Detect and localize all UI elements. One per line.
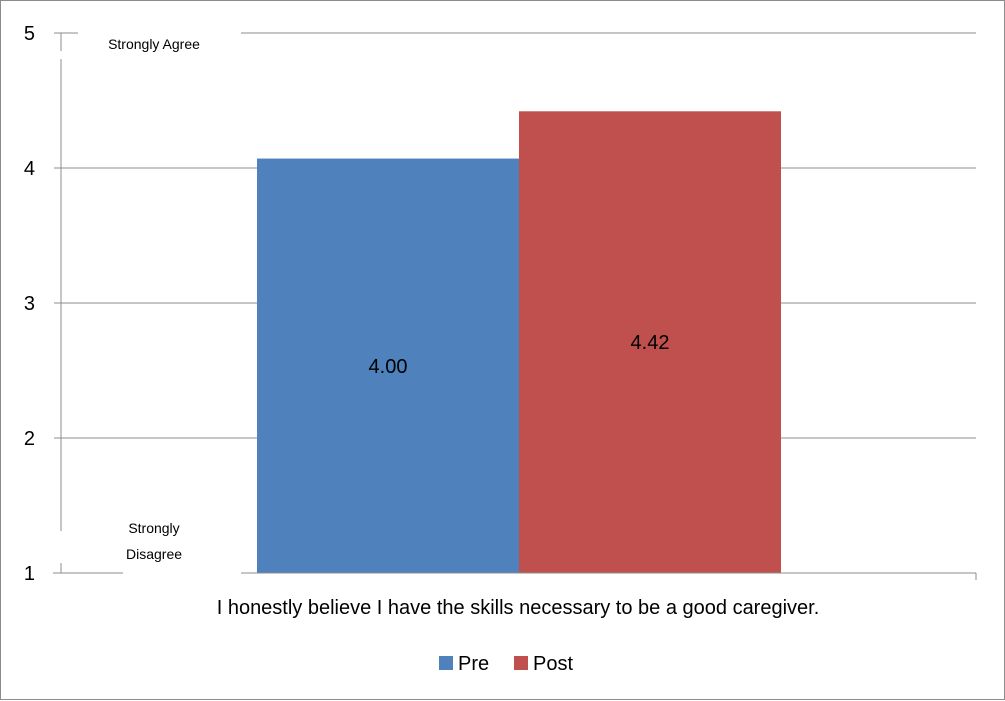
bars: 4.00 4.42 [257, 111, 781, 574]
bar-post [519, 111, 781, 574]
legend-swatch-pre [439, 656, 453, 670]
data-label-pre: 4.00 [369, 356, 408, 378]
legend: Pre Post [439, 653, 573, 675]
y-tick-label: 4 [24, 158, 35, 180]
category-label: I honestly believe I have the skills nec… [217, 597, 820, 619]
annotation-strongly-disagree-line2: Disagree [126, 546, 182, 562]
legend-label-pre: Pre [458, 653, 489, 675]
annotation-strongly-agree: Strongly Agree [108, 36, 200, 52]
y-tick-label: 5 [24, 23, 35, 45]
annotation-strongly-disagree-line1: Strongly [128, 520, 179, 536]
y-tick-label: 3 [24, 293, 35, 315]
axes: 1 2 3 4 5 [24, 23, 977, 585]
data-label-post: 4.42 [631, 332, 670, 354]
y-tick-label: 2 [24, 428, 35, 450]
legend-swatch-post [514, 656, 528, 670]
y-tick-label: 1 [24, 563, 35, 585]
bar-pre [257, 158, 519, 574]
legend-label-post: Post [533, 653, 573, 675]
